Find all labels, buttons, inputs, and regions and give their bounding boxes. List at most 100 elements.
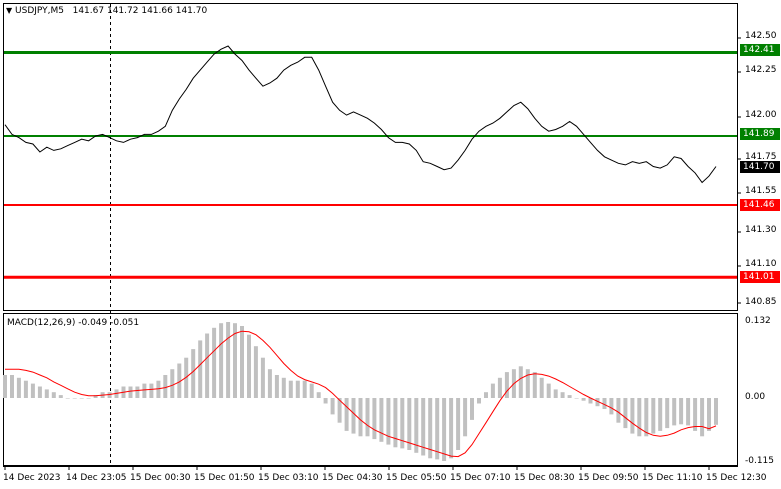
macd-signal-value: -0.051	[110, 318, 140, 328]
price-tick: 140.85	[745, 297, 777, 307]
macd-histogram-bar	[567, 395, 572, 398]
macd-histogram-bar	[456, 398, 461, 450]
time-tick: 14 Dec 2023	[3, 473, 61, 483]
level-tag-resistance-1: 142.41	[740, 44, 780, 56]
macd-histogram-bar	[302, 380, 307, 398]
time-tick: 15 Dec 07:10	[450, 473, 511, 483]
macd-histogram-bar	[644, 398, 649, 437]
macd-histogram-bar	[497, 377, 502, 398]
macd-histogram-bar	[219, 323, 224, 398]
macd-histogram-bar	[79, 398, 84, 399]
macd-histogram-bar	[449, 398, 454, 459]
time-tick: 15 Dec 01:50	[194, 473, 255, 483]
macd-histogram-bar	[226, 322, 231, 398]
macd-histogram-bar	[386, 398, 391, 445]
macd-histogram-bar	[10, 375, 14, 398]
macd-histogram-bar	[595, 398, 600, 407]
macd-histogram-bar	[323, 398, 328, 404]
macd-histogram-bar	[274, 375, 279, 398]
macd-tick: 0.132	[745, 316, 771, 326]
macd-histogram-bar	[414, 398, 419, 453]
time-tick: 15 Dec 12:30	[706, 473, 767, 483]
ohlc-low: 141.66	[141, 6, 173, 16]
macd-histogram-bar	[170, 369, 175, 398]
macd-histogram-bar	[65, 398, 70, 399]
macd-histogram-bar	[679, 398, 684, 425]
macd-histogram-bar	[658, 398, 663, 431]
macd-histogram-bar	[435, 398, 440, 460]
macd-histogram-bar	[623, 398, 628, 429]
macd-histogram-bar	[142, 383, 147, 398]
time-tick: 15 Dec 04:30	[322, 473, 383, 483]
macd-histogram-bar	[553, 389, 558, 398]
time-tick: 15 Dec 00:30	[130, 473, 191, 483]
main-chart-frame	[3, 3, 738, 311]
price-tick: 142.25	[745, 65, 777, 75]
macd-histogram-bar	[707, 398, 711, 431]
price-tick: 141.10	[745, 259, 777, 269]
level-tag-support-2: 141.01	[740, 271, 780, 283]
macd-signal-line	[5, 330, 717, 458]
chart-menu-icon[interactable]: ▼	[6, 6, 13, 15]
macd-histogram-bar	[700, 398, 705, 437]
macd-chart-frame	[3, 313, 738, 466]
macd-histogram-bar	[163, 375, 168, 398]
time-tick: 15 Dec 08:30	[514, 473, 575, 483]
macd-histogram-bar	[212, 327, 217, 398]
macd-tick: -0.115	[745, 456, 775, 466]
price-tick: 141.55	[745, 186, 777, 196]
macd-histogram-bar	[609, 398, 614, 415]
macd-histogram-bar	[281, 377, 286, 398]
macd-histogram-bar	[51, 392, 56, 398]
macd-histogram-bar	[588, 398, 593, 404]
macd-histogram-bar	[247, 334, 251, 398]
macd-histogram-bar	[546, 383, 551, 398]
macd-histogram-bar	[240, 326, 244, 398]
macd-histogram-bar	[518, 366, 523, 398]
macd-histogram-bar	[400, 398, 405, 449]
macd-label: MACD(12,26,9)	[7, 318, 76, 328]
macd-histogram-bar	[149, 383, 154, 398]
macd-histogram-bar	[295, 380, 300, 398]
macd-histogram-bar	[16, 377, 21, 398]
time-tick: 14 Dec 23:05	[66, 473, 127, 483]
macd-histogram-bar	[93, 395, 98, 398]
macd-histogram-bar	[107, 392, 112, 398]
macd-histogram-bar	[484, 392, 488, 398]
macd-histogram-bar	[330, 398, 335, 415]
current-price-tag: 141.70	[740, 161, 780, 173]
macd-histogram-bar	[477, 398, 481, 404]
macd-tick: 0.00	[745, 392, 766, 402]
macd-histogram-bar	[463, 398, 468, 437]
time-tick: 15 Dec 09:50	[578, 473, 639, 483]
macd-histogram-bar	[86, 398, 91, 399]
macd-histogram-bar	[672, 398, 677, 426]
macd-histogram-bar	[3, 375, 7, 398]
macd-histogram-bar	[428, 398, 433, 459]
macd-histogram-bar	[470, 398, 474, 420]
macd-histogram-bar	[490, 383, 495, 398]
symbol-label: USDJPY,M5	[15, 6, 64, 16]
macd-main-value: -0.049	[78, 318, 108, 328]
macd-histogram-bar	[665, 398, 670, 429]
macd-histogram-bar	[630, 398, 635, 434]
macd-histogram-bar	[260, 357, 265, 398]
price-tick: 141.75	[745, 152, 777, 162]
macd-histogram-bar	[393, 398, 398, 448]
macd-histogram-bar	[560, 392, 565, 398]
time-tick: 15 Dec 11:10	[642, 473, 703, 483]
macd-histogram-bar	[316, 392, 321, 398]
price-tick: 142.00	[745, 110, 777, 120]
macd-histogram-bar	[421, 398, 426, 456]
macd-histogram-bar	[128, 386, 133, 398]
time-tick: 15 Dec 05:50	[386, 473, 447, 483]
macd-histogram-bar	[30, 383, 35, 398]
macd-histogram-bar	[156, 380, 161, 398]
macd-histogram-bar	[532, 372, 537, 398]
price-tick: 141.30	[745, 225, 777, 235]
macd-histogram-bar	[407, 398, 412, 450]
macd-histogram-bar	[539, 377, 544, 398]
macd-histogram-bar	[233, 323, 237, 398]
macd-histogram-bar	[616, 398, 621, 423]
